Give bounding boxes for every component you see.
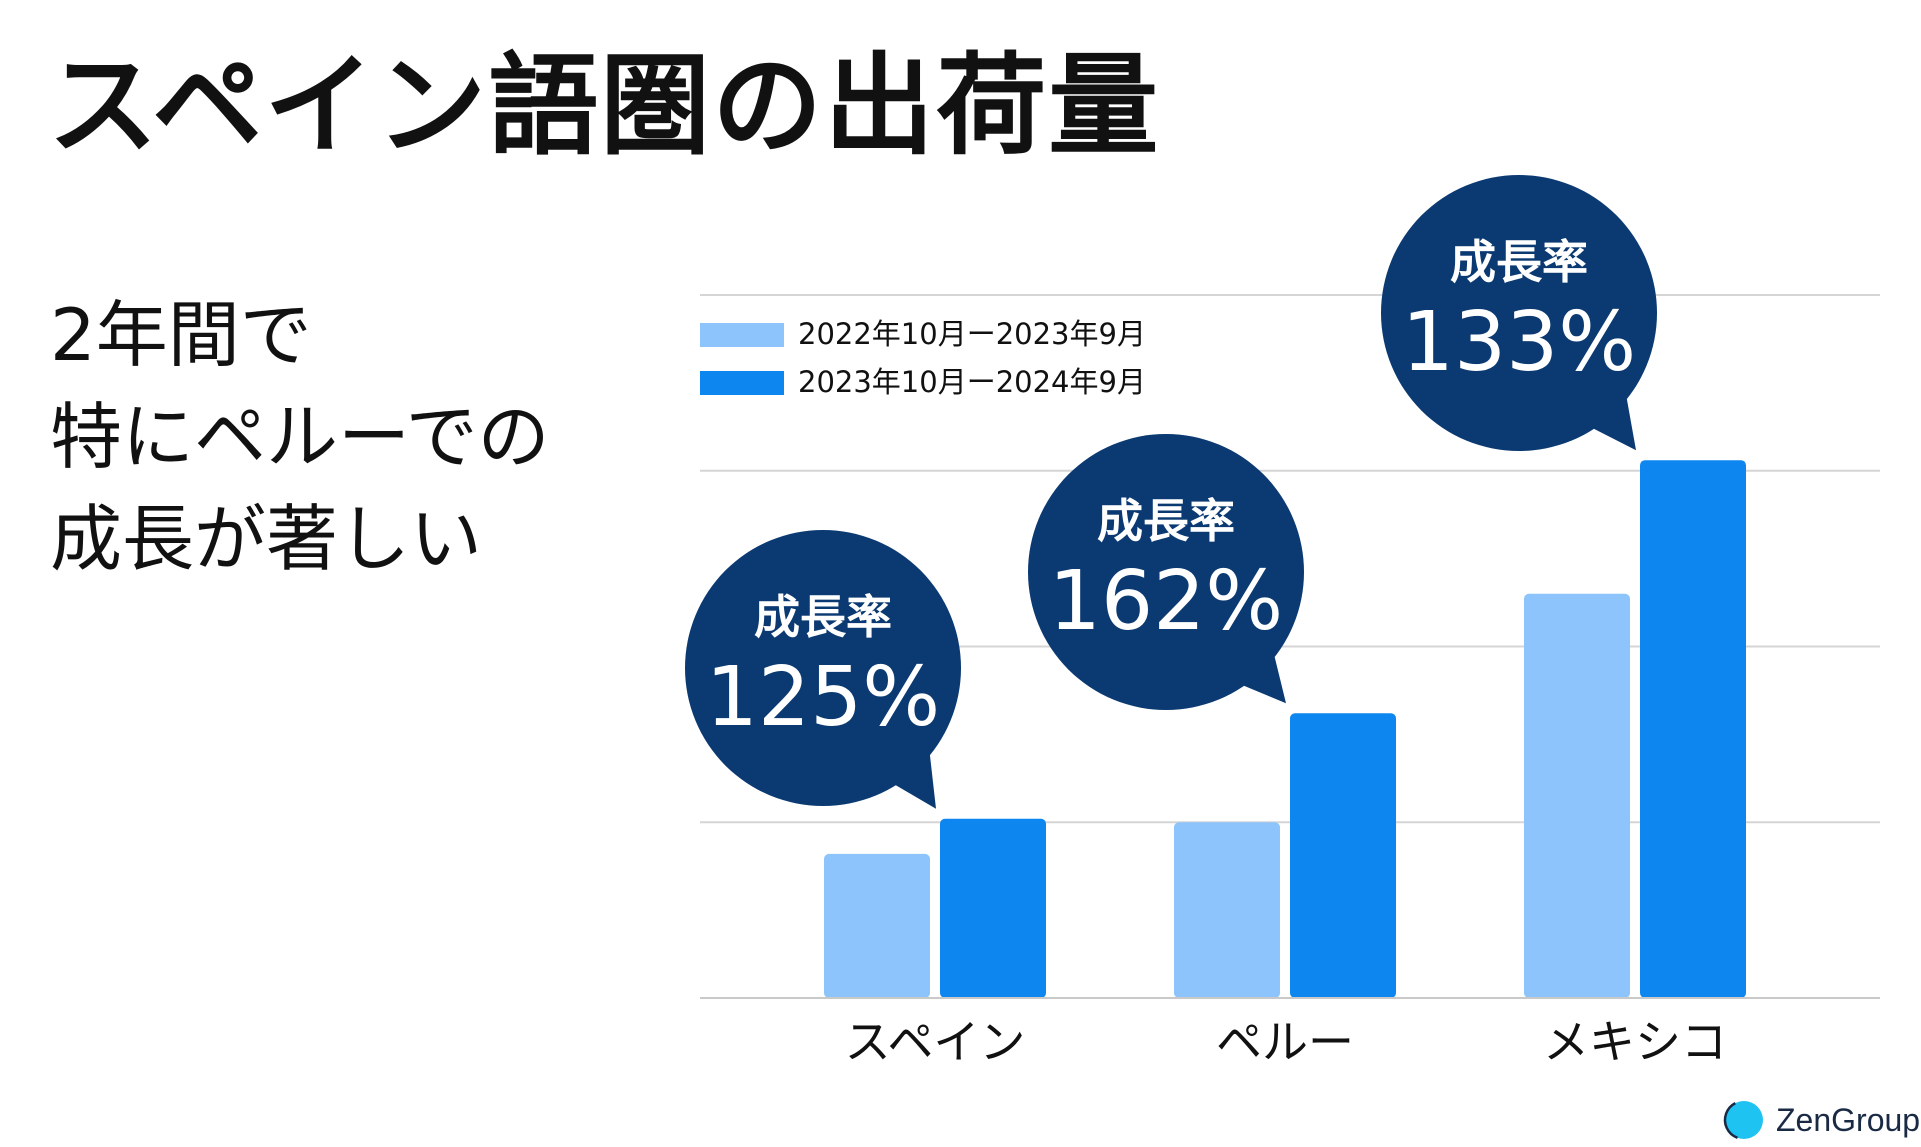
logo-text: ZenGroup (1776, 1101, 1921, 1138)
legend-label: 2022年10月ー2023年9月 (798, 317, 1146, 351)
growth-rate-callout: 成長率 162% (1028, 434, 1304, 710)
callout-label: 成長率 (754, 590, 892, 644)
bar (1640, 460, 1746, 999)
bar (824, 853, 930, 998)
bar (940, 818, 1046, 998)
subtitle: 2年間で 特にペルーでの 成長が著しい (50, 284, 550, 590)
bar (1524, 593, 1630, 998)
page-title: スペイン語圏の出荷量 (48, 42, 1161, 170)
category-label: ペルー (1216, 1015, 1354, 1069)
callout-bubble (685, 530, 961, 806)
callout-bubble (1028, 434, 1304, 710)
callout-value: 125% (706, 650, 940, 745)
callout-label: 成長率 (1450, 235, 1588, 289)
growth-rate-callout: 成長率 133% (1381, 175, 1657, 451)
company-logo: ZenGroup (1722, 1098, 1920, 1142)
legend-swatch (700, 371, 784, 395)
bar (1290, 713, 1396, 998)
category-label: メキシコ (1543, 1015, 1727, 1069)
callout-value: 133% (1402, 295, 1636, 390)
subtitle-line-3: 成長が著しい (50, 497, 483, 581)
callout-value: 162% (1049, 554, 1283, 649)
legend-swatch (700, 323, 784, 347)
callout-bubble (1381, 175, 1657, 451)
growth-rate-callout: 成長率 125% (685, 530, 961, 809)
legend-label: 2023年10月ー2024年9月 (798, 365, 1146, 399)
subtitle-line-1: 2年間で (50, 293, 312, 377)
category-label: スペイン (845, 1015, 1026, 1069)
callout-label: 成長率 (1097, 494, 1235, 548)
zengroup-logo-icon (1723, 1099, 1765, 1141)
bar (1174, 822, 1280, 998)
subtitle-line-2: 特にペルーでの (50, 395, 550, 479)
